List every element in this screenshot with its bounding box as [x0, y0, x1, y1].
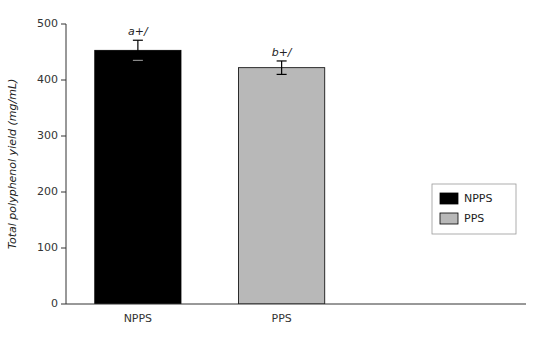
annotation: a+/	[128, 25, 149, 38]
y-tick-label: 200	[37, 185, 58, 198]
y-tick-label: 0	[51, 297, 58, 310]
y-tick	[61, 304, 66, 305]
chart-container: 0 100 200 300 400 500 Total polyphenol yield (…	[0, 0, 542, 340]
error-bar	[277, 61, 287, 74]
y-tick	[61, 80, 66, 81]
annotation: b+/	[272, 46, 293, 59]
legend-label: PPS	[464, 212, 484, 225]
y-tick-label: 400	[37, 73, 58, 86]
y-tick	[61, 248, 66, 249]
legend-frame	[432, 184, 516, 234]
bar	[95, 50, 181, 304]
plot-area	[95, 40, 325, 304]
error-bar	[133, 40, 143, 60]
x-tick-label: NPPS	[124, 312, 152, 325]
y-tick	[61, 24, 66, 25]
y-axis-label: Total polyphenol yield (mg/mL)	[6, 79, 19, 250]
y-tick-label: 100	[37, 241, 58, 254]
y-tick	[61, 192, 66, 193]
legend: NPPS PPS	[432, 184, 516, 234]
y-tick-label: 300	[37, 129, 58, 142]
legend-swatch	[440, 193, 458, 204]
legend-swatch	[440, 213, 458, 224]
bar	[239, 68, 325, 304]
x-axis-line	[66, 304, 526, 305]
x-tick-label: PPS	[272, 312, 292, 325]
y-axis-line	[66, 24, 67, 304]
y-tick-label: 500	[37, 17, 58, 30]
legend-label: NPPS	[464, 192, 492, 205]
y-tick	[61, 136, 66, 137]
chart: 0 100 200 300 400 500 Total polyphenol yield (…	[0, 0, 542, 340]
